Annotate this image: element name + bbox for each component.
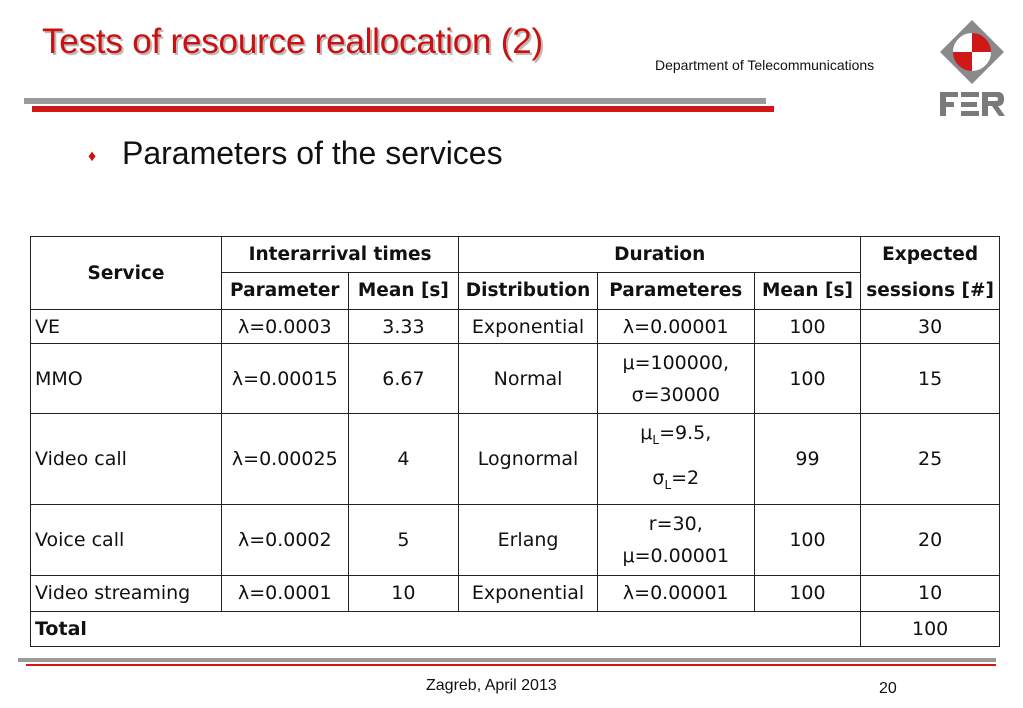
header-interarrival: Interarrival times <box>220 236 460 273</box>
cell-service: MMO <box>30 343 222 414</box>
header-parameteres: Parameteres <box>596 271 755 311</box>
cell-service: VE <box>30 309 222 344</box>
parameter-line: σL=2 <box>652 466 700 492</box>
header-rule-gray <box>24 98 766 104</box>
table-row: Video streaming λ=0.0001 10 Exponential … <box>30 574 1000 612</box>
parameter-line: μL=9.5, <box>640 422 712 447</box>
total-value: 100 <box>860 610 1000 647</box>
cell-sessions: 15 <box>860 343 1000 414</box>
cell-service: Voice call <box>30 503 222 576</box>
header-distribution: Distribution <box>458 271 598 311</box>
parameter-line: μ=100000, <box>622 351 730 374</box>
header-duration-mean: Mean [s] <box>753 271 862 311</box>
footer-rule-red <box>26 664 996 666</box>
cell-sessions: 30 <box>860 309 1000 344</box>
department-label: Department of Telecommunications <box>655 57 875 73</box>
cell-parameter: λ=0.00015 <box>220 343 349 414</box>
cell-duration-mean: 100 <box>753 503 862 576</box>
bullet-text: Parameters of the services <box>122 135 503 171</box>
header-duration: Duration <box>458 236 862 273</box>
cell-duration-mean: 99 <box>753 413 862 505</box>
header-mean: Mean [s] <box>347 271 460 311</box>
header-expected: Expected sessions [#] <box>860 236 1000 310</box>
cell-sessions: 10 <box>860 574 1000 612</box>
table-row: Voice call λ=0.0002 5 Erlang r=30, μ=0.0… <box>30 503 1000 576</box>
slide-title: Tests of resource reallocation (2) <box>42 22 543 61</box>
cell-parameteres: μL=9.5, σL=2 <box>596 413 755 505</box>
cell-parameter: λ=0.00025 <box>220 413 349 505</box>
cell-mean: 6.67 <box>347 343 460 414</box>
footer-location-date: Zagreb, April 2013 <box>426 677 557 694</box>
total-label: Total <box>29 610 862 647</box>
header-rule-red <box>32 106 774 112</box>
cell-duration-mean: 100 <box>753 574 862 612</box>
cell-distribution: Exponential <box>458 574 598 612</box>
cell-duration-mean: 100 <box>753 343 862 414</box>
service-parameters-table: Service Interarrival times Duration Expe… <box>29 236 1000 647</box>
parameter-line: σ=30000 <box>631 383 720 406</box>
cell-parameter: λ=0.0001 <box>220 574 349 612</box>
cell-distribution: Erlang <box>458 503 598 576</box>
cell-mean: 5 <box>347 503 460 576</box>
parameter-line: r=30, <box>648 512 703 535</box>
cell-distribution: Exponential <box>458 309 598 344</box>
cell-sessions: 25 <box>860 413 1000 505</box>
cell-mean: 3.33 <box>347 309 460 344</box>
bullet-diamond-icon: ♦ <box>88 148 97 165</box>
cell-parameteres: λ=0.00001 <box>596 574 755 612</box>
cell-parameteres: r=30, μ=0.00001 <box>596 503 755 576</box>
cell-distribution: Normal <box>458 343 598 414</box>
footer-rule-gray <box>18 658 996 662</box>
table-row: MMO λ=0.00015 6.67 Normal μ=100000, σ=30… <box>30 343 1000 414</box>
table-row: VE λ=0.0003 3.33 Exponential λ=0.00001 1… <box>30 309 1000 344</box>
cell-parameteres: λ=0.00001 <box>596 309 755 344</box>
cell-service: Video streaming <box>30 574 222 612</box>
cell-service: Video call <box>30 413 222 505</box>
cell-mean: 10 <box>347 574 460 612</box>
cell-sessions: 20 <box>860 503 1000 576</box>
fer-logo <box>940 20 1005 116</box>
table-header-row: Service Interarrival times Duration Expe… <box>30 236 1000 310</box>
header-service: Service <box>30 236 222 310</box>
page-number: 20 <box>879 680 897 697</box>
table-subheader-row: Parameter Mean [s] Distribution Paramete… <box>31 271 1000 311</box>
cell-parameter: λ=0.0002 <box>220 503 349 576</box>
table-row: Video call λ=0.00025 4 Lognormal μL=9.5,… <box>30 413 1000 505</box>
header-parameter: Parameter <box>220 271 349 311</box>
table-total-row: Total 100 <box>29 610 1000 647</box>
cell-duration-mean: 100 <box>753 309 862 344</box>
cell-distribution: Lognormal <box>458 413 598 505</box>
cell-parameteres: μ=100000, σ=30000 <box>596 343 755 414</box>
cell-parameter: λ=0.0003 <box>220 309 349 344</box>
cell-mean: 4 <box>347 413 460 505</box>
parameter-line: μ=0.00001 <box>622 544 730 567</box>
